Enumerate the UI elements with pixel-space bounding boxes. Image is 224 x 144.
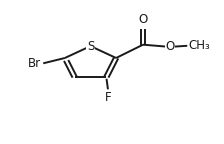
Text: Br: Br <box>28 57 41 70</box>
Text: S: S <box>87 40 94 53</box>
Text: CH₃: CH₃ <box>188 39 210 52</box>
Text: O: O <box>166 40 175 53</box>
Text: F: F <box>105 91 111 104</box>
Text: O: O <box>138 13 148 26</box>
